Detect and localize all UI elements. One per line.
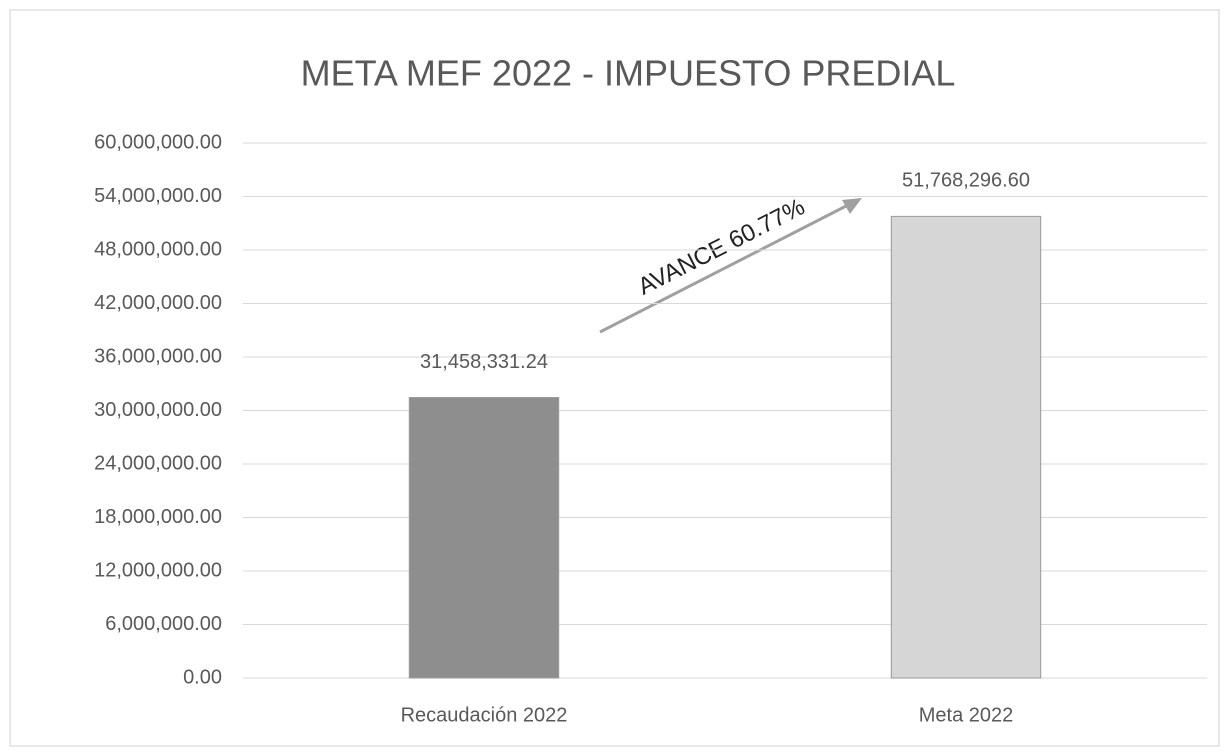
data-label: 31,458,331.24 bbox=[420, 351, 548, 373]
y-tick-label: 24,000,000.00 bbox=[94, 452, 222, 474]
y-tick-label: 36,000,000.00 bbox=[94, 345, 222, 367]
bar bbox=[890, 215, 1042, 679]
x-tick-label: Meta 2022 bbox=[919, 704, 1014, 726]
data-label: 51,768,296.60 bbox=[902, 170, 1030, 192]
bar bbox=[408, 396, 560, 679]
y-tick-label: 6,000,000.00 bbox=[105, 613, 222, 635]
y-tick-label: 18,000,000.00 bbox=[94, 506, 222, 528]
x-tick-label: Recaudación 2022 bbox=[401, 704, 568, 726]
y-tick-label: 60,000,000.00 bbox=[94, 131, 222, 153]
arrow-head bbox=[842, 198, 862, 214]
y-tick-label: 0.00 bbox=[183, 666, 222, 688]
annotation-arrow bbox=[599, 198, 862, 334]
arrow-line bbox=[599, 202, 851, 334]
y-tick-label: 54,000,000.00 bbox=[94, 185, 222, 207]
y-tick-label: 48,000,000.00 bbox=[94, 238, 222, 260]
y-tick-label: 12,000,000.00 bbox=[94, 559, 222, 581]
y-tick-label: 30,000,000.00 bbox=[94, 399, 222, 421]
y-tick-label: 42,000,000.00 bbox=[94, 292, 222, 314]
chart-title: META MEF 2022 - IMPUESTO PREDIAL bbox=[301, 53, 956, 94]
